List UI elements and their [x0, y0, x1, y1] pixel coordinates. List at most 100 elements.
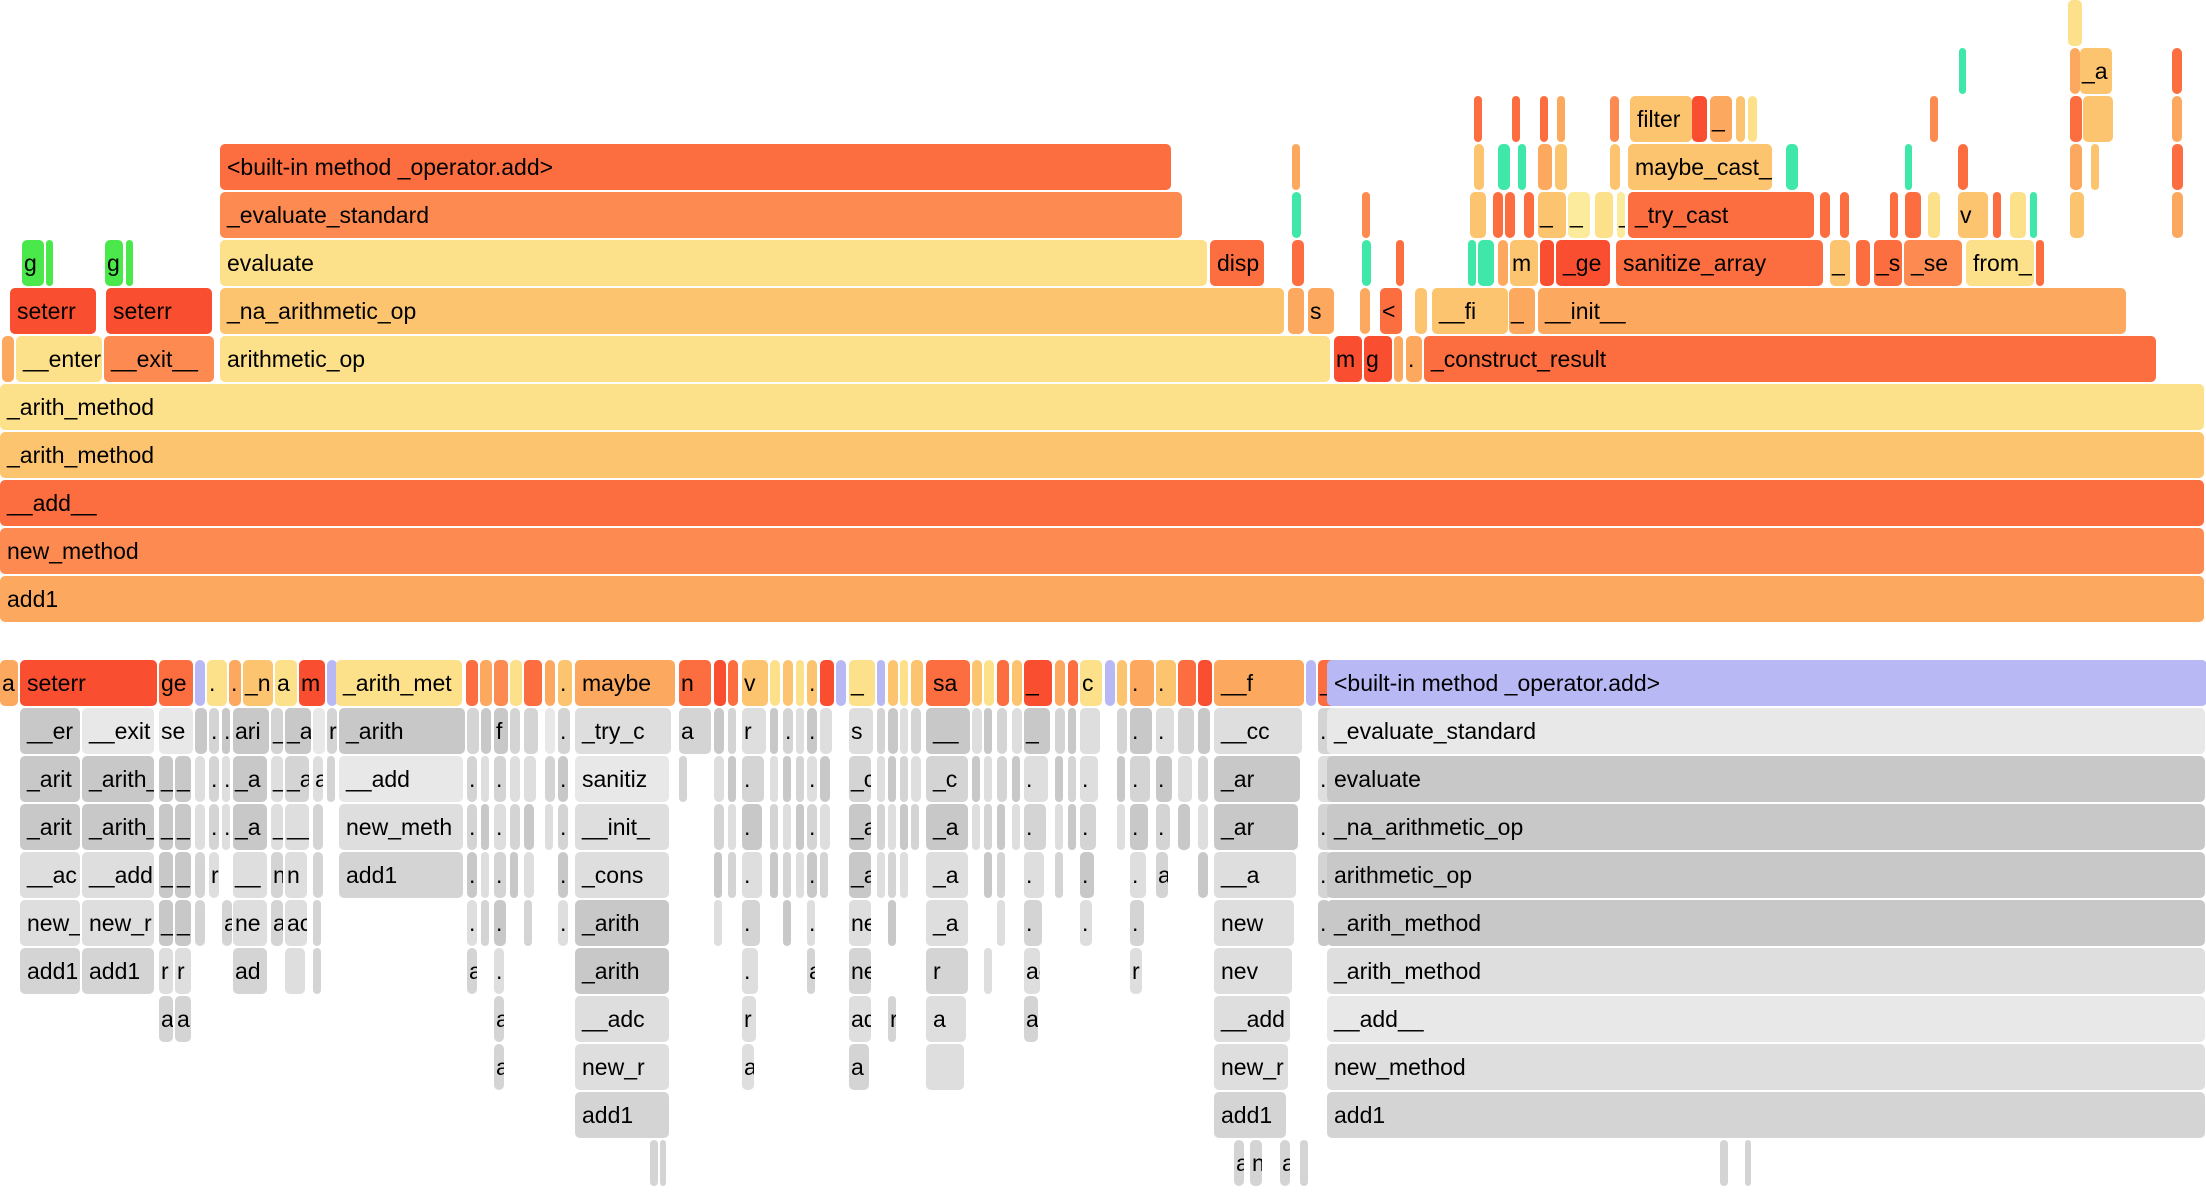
flame-frame[interactable]: _a: [849, 804, 871, 850]
flame-frame[interactable]: .: [807, 660, 817, 706]
flame-frame[interactable]: .: [1156, 804, 1170, 850]
flame-frame[interactable]: a: [1234, 1140, 1244, 1186]
flame-frame[interactable]: [1540, 96, 1548, 142]
flame-frame[interactable]: [984, 948, 992, 994]
flame-frame[interactable]: [984, 660, 994, 706]
flame-frame[interactable]: [510, 852, 518, 898]
flame-frame[interactable]: <built-in method _operator.add>: [220, 144, 1171, 190]
flame-frame[interactable]: .: [807, 852, 817, 898]
flame-frame[interactable]: _: [849, 660, 875, 706]
flame-frame[interactable]: .: [1024, 900, 1042, 946]
flame-frame[interactable]: [1493, 192, 1503, 238]
flame-frame[interactable]: [714, 804, 724, 850]
flame-frame[interactable]: _arit: [20, 804, 80, 850]
flame-frame[interactable]: [195, 660, 205, 706]
flame-frame[interactable]: [285, 948, 305, 994]
flame-frame[interactable]: [2010, 192, 2026, 238]
flame-frame[interactable]: add1: [82, 948, 154, 994]
flame-frame[interactable]: [679, 756, 687, 802]
flame-frame[interactable]: new_method: [1327, 1044, 2205, 1090]
flame-frame[interactable]: [1538, 144, 1552, 190]
flame-frame[interactable]: .: [1406, 336, 1422, 382]
flame-frame[interactable]: [1198, 708, 1210, 754]
flame-frame[interactable]: [888, 900, 896, 946]
flame-frame[interactable]: [126, 240, 133, 286]
flame-frame[interactable]: [2036, 240, 2044, 286]
flame-frame[interactable]: [313, 852, 323, 898]
flame-frame[interactable]: a: [271, 900, 283, 946]
flame-frame[interactable]: _a: [2080, 48, 2112, 94]
flame-frame[interactable]: __add: [1214, 996, 1290, 1042]
flame-frame[interactable]: ge: [159, 660, 193, 706]
flame-frame[interactable]: _: [271, 804, 283, 850]
flame-frame[interactable]: ne: [233, 900, 267, 946]
flame-frame[interactable]: .: [1130, 852, 1146, 898]
flame-frame[interactable]: [1610, 144, 1620, 190]
flame-frame[interactable]: [984, 756, 992, 802]
flame-frame[interactable]: [1012, 756, 1020, 802]
flame-frame[interactable]: [714, 708, 724, 754]
flame-frame[interactable]: __exit__: [104, 336, 214, 382]
flame-frame[interactable]: v: [742, 660, 768, 706]
flame-frame[interactable]: _c: [849, 756, 871, 802]
flame-frame[interactable]: [1117, 804, 1125, 850]
flame-frame[interactable]: n: [679, 660, 711, 706]
flame-frame[interactable]: [1512, 96, 1520, 142]
flame-frame[interactable]: nev: [1214, 948, 1292, 994]
flame-frame[interactable]: _: [1710, 96, 1732, 142]
flame-frame[interactable]: g: [1364, 336, 1392, 382]
flame-frame[interactable]: [770, 804, 778, 850]
flame-frame[interactable]: .: [222, 756, 230, 802]
flame-frame[interactable]: [972, 756, 980, 802]
flame-frame[interactable]: _arith: [575, 948, 669, 994]
flame-frame[interactable]: [313, 948, 321, 994]
flame-frame[interactable]: [1748, 96, 1757, 142]
flame-frame[interactable]: .: [807, 804, 817, 850]
flame-frame[interactable]: _: [1024, 660, 1052, 706]
flame-frame[interactable]: .: [467, 804, 477, 850]
flame-frame[interactable]: [888, 660, 898, 706]
flame-frame[interactable]: [313, 804, 323, 850]
flame-frame[interactable]: disp: [1210, 240, 1264, 286]
flame-frame[interactable]: .: [229, 660, 241, 706]
flame-frame[interactable]: [796, 660, 804, 706]
flame-frame[interactable]: v: [1958, 192, 1988, 238]
flame-frame[interactable]: [545, 708, 555, 754]
flame-frame[interactable]: new_r: [575, 1044, 669, 1090]
flame-frame[interactable]: .: [209, 708, 219, 754]
flame-frame[interactable]: [1055, 708, 1065, 754]
flame-frame[interactable]: a: [926, 996, 966, 1042]
flame-frame[interactable]: add1: [339, 852, 463, 898]
flame-frame[interactable]: add1: [0, 576, 2204, 622]
flame-frame[interactable]: [877, 660, 885, 706]
flame-frame[interactable]: [1178, 708, 1194, 754]
flame-frame[interactable]: [545, 756, 555, 802]
flame-frame[interactable]: [494, 660, 508, 706]
flame-frame[interactable]: [984, 804, 992, 850]
flame-frame[interactable]: [997, 756, 1007, 802]
flame-frame[interactable]: filter: [1630, 96, 1692, 142]
flame-frame[interactable]: [510, 804, 520, 850]
flame-frame[interactable]: _try_cast: [1628, 192, 1814, 238]
flame-frame[interactable]: new_meth: [339, 804, 463, 850]
flame-frame[interactable]: [1105, 660, 1115, 706]
flame-frame[interactable]: _s: [1874, 240, 1902, 286]
flame-frame[interactable]: adc: [1024, 996, 1038, 1042]
flame-frame[interactable]: [1068, 708, 1076, 754]
flame-frame[interactable]: [1518, 144, 1526, 190]
flame-frame[interactable]: [2, 336, 14, 382]
flame-frame[interactable]: [1362, 192, 1370, 238]
flame-frame[interactable]: [524, 852, 534, 898]
flame-frame[interactable]: [1745, 1140, 1751, 1186]
flame-frame[interactable]: seterr: [20, 660, 157, 706]
flame-frame[interactable]: r: [926, 948, 968, 994]
flame-frame[interactable]: ne: [849, 948, 871, 994]
flame-frame[interactable]: [1012, 804, 1020, 850]
flame-frame[interactable]: [524, 708, 538, 754]
flame-frame[interactable]: .: [742, 756, 764, 802]
flame-frame[interactable]: .: [1024, 804, 1046, 850]
flame-frame[interactable]: [997, 804, 1005, 850]
flame-frame[interactable]: [972, 660, 982, 706]
flame-frame[interactable]: [2172, 48, 2182, 94]
flame-frame[interactable]: [1117, 660, 1127, 706]
